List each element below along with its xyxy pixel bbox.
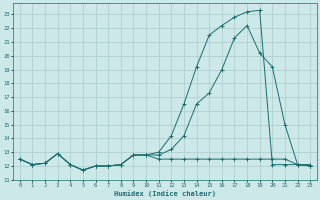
X-axis label: Humidex (Indice chaleur): Humidex (Indice chaleur) — [114, 190, 216, 197]
